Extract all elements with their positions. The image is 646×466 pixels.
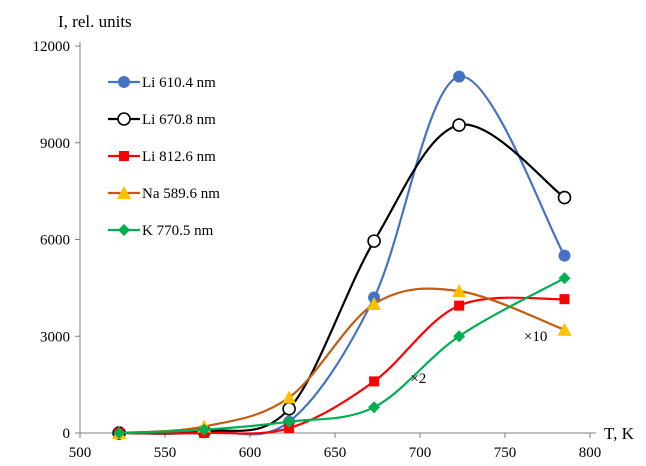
data-point — [368, 401, 381, 414]
x-tick-label: 700 — [409, 445, 432, 461]
annotation-label: ×2 — [410, 371, 426, 387]
series-line — [119, 277, 566, 435]
y-tick-label: 3000 — [40, 329, 70, 345]
data-point — [369, 376, 380, 387]
data-point — [557, 190, 572, 205]
y-tick-label: 0 — [63, 426, 71, 442]
legend-item: Na 589.6 nm — [108, 186, 220, 202]
data-point — [284, 423, 295, 434]
y-tick-label: 9000 — [40, 136, 70, 152]
legend-label: Li 670.8 nm — [142, 112, 216, 128]
legend-swatch-marker — [118, 224, 130, 236]
legend-swatch-marker — [117, 186, 131, 199]
data-point — [558, 272, 571, 285]
legend-item: Li 812.6 nm — [108, 149, 216, 165]
data-point — [559, 294, 570, 305]
legend: Li 610.4 nm Li 670.8 nm Li 812.6 nm Na 589.… — [108, 75, 220, 239]
annotation-label: ×10 — [524, 329, 547, 345]
legend-swatch-marker — [118, 76, 130, 88]
data-point — [282, 402, 296, 416]
data-point — [452, 118, 466, 132]
data-point — [282, 390, 297, 404]
legend-label: K 770.5 nm — [142, 223, 214, 239]
x-tick-label: 800 — [579, 445, 602, 461]
data-point — [113, 427, 126, 439]
legend-label: Li 812.6 nm — [142, 149, 216, 165]
legend-swatch-marker — [119, 151, 129, 161]
y-axis-title: I, rel. units — [58, 12, 132, 31]
series-line — [119, 75, 566, 436]
data-point — [454, 300, 465, 311]
legend-item: K 770.5 nm — [108, 223, 214, 239]
legend-label: Na 589.6 nm — [142, 186, 220, 202]
data-point — [367, 234, 381, 248]
series-1 — [112, 118, 572, 440]
series-layer — [112, 70, 572, 440]
legend-item: Li 610.4 nm — [108, 75, 216, 91]
annotations: ×10 ×2 — [410, 329, 547, 387]
series-4 — [113, 272, 571, 439]
data-point — [283, 415, 296, 428]
data-point — [557, 322, 572, 336]
y-tick-label: 6000 — [40, 233, 70, 249]
x-tick-label: 650 — [324, 445, 347, 461]
axes: 0 3000 6000 9000 12000 500 550 600 650 700 750 800 — [33, 39, 602, 461]
legend-label: Li 610.4 nm — [142, 75, 216, 91]
x-tick-label: 600 — [239, 445, 262, 461]
x-tick-label: 550 — [154, 445, 177, 461]
data-point — [198, 423, 211, 436]
legend-item: Li 670.8 nm — [108, 112, 216, 128]
data-point — [367, 297, 382, 310]
x-axis-title: T, K — [604, 424, 635, 443]
series-line — [119, 287, 565, 435]
data-point — [558, 249, 571, 262]
data-point — [453, 70, 466, 83]
data-point — [453, 330, 466, 343]
y-tick-label: 12000 — [33, 39, 71, 55]
data-point — [452, 284, 467, 298]
legend-swatch-marker — [117, 112, 131, 126]
series-line — [119, 123, 566, 435]
x-tick-label: 750 — [494, 445, 517, 461]
series-line — [119, 296, 565, 435]
x-tick-label: 500 — [69, 445, 92, 461]
